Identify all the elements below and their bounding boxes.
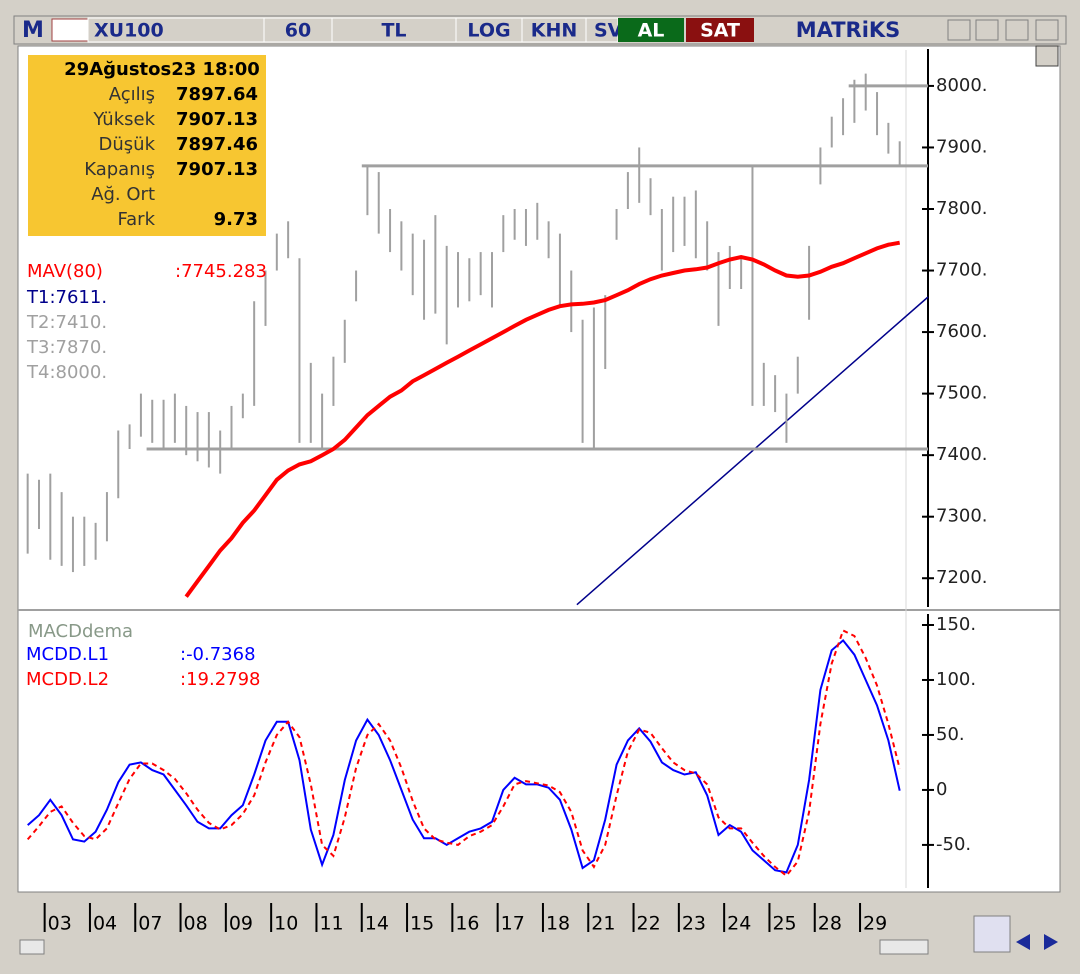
x-tick-label: 04 (93, 913, 117, 935)
x-tick-label: 22 (637, 913, 661, 935)
indicator-value: :7745.283 (175, 261, 267, 282)
refresh-button[interactable] (973, 915, 1011, 953)
sell-button[interactable] (686, 18, 754, 42)
info-label: Yüksek (92, 109, 155, 130)
y-tick-label: 100. (936, 669, 976, 690)
y-tick-label: 150. (936, 614, 976, 635)
line-legend: T2:7410. (26, 312, 107, 333)
toolbar: M XU100 60 TL LOG KHN SV AL SAT MATRiKS (13, 15, 1067, 45)
currency-field[interactable] (331, 17, 457, 43)
info-value: 9.73 (214, 209, 258, 230)
y-tick-label: 50. (936, 724, 965, 745)
khn-label: KHN (531, 20, 578, 42)
x-tick-label: 08 (184, 913, 208, 935)
macd-line (26, 629, 901, 878)
log-label: LOG (467, 20, 510, 42)
log-button[interactable] (455, 17, 523, 43)
series-name: MCDD.L2 (26, 669, 109, 690)
series-value: :-0.7368 (180, 644, 256, 665)
info-label: Fark (117, 209, 155, 230)
line-legend: T1:7611. (26, 287, 107, 308)
info-label: Açılış (109, 84, 155, 105)
brand: MATRiKS (796, 18, 901, 42)
x-tick-label: 24 (727, 913, 751, 935)
symbol: XU100 (94, 20, 164, 42)
x-tick-label: 28 (818, 913, 842, 935)
info-value: 7907.13 (176, 109, 258, 130)
x-tick-label: 09 (229, 913, 253, 935)
symbol-icon[interactable] (51, 18, 89, 42)
khn-button[interactable] (521, 17, 587, 43)
x-tick-label: 29 (863, 913, 887, 935)
line-legend: T4:8000. (26, 362, 107, 383)
line-legend: T3:7870. (26, 337, 107, 358)
x-tick-label: 07 (138, 913, 162, 935)
info-box: 29Ağustos23 18:00 (28, 55, 266, 236)
x-tick-label: 17 (501, 913, 525, 935)
y-tick-label: 7800. (936, 198, 988, 219)
info-value: 7897.46 (176, 134, 258, 155)
minimize-button[interactable] (975, 19, 999, 41)
scroll-thumb[interactable] (879, 939, 929, 955)
info-label: Ağ. Ort (91, 184, 155, 205)
info-value: 7907.13 (176, 159, 258, 180)
x-tick-label: 15 (410, 913, 434, 935)
period: 60 (285, 20, 311, 42)
y-tick-label: 8000. (936, 75, 988, 96)
info-date: 29Ağustos23 18:00 (64, 59, 260, 80)
symbol-field[interactable] (87, 17, 265, 43)
y-tick-label: 7400. (936, 444, 988, 465)
info-value: 7897.64 (176, 84, 258, 105)
x-tick-label: 16 (455, 913, 479, 935)
close-button[interactable] (1035, 19, 1059, 41)
x-tick-label: 25 (772, 913, 796, 935)
info-bg (28, 55, 266, 236)
macd-line (27, 638, 901, 874)
info-label: Düşük (99, 134, 156, 155)
info-label: Kapanış (84, 159, 155, 180)
nav-arrows[interactable] (1016, 934, 1058, 950)
y-tick-label: 7300. (936, 506, 988, 527)
x-tick-label: 18 (546, 913, 570, 935)
menu-button[interactable] (947, 19, 971, 41)
y-tick-label: -50. (936, 834, 971, 855)
currency: TL (381, 20, 406, 42)
buy-button[interactable] (618, 18, 684, 42)
logo: M (22, 18, 44, 43)
x-tick-label: 23 (682, 913, 706, 935)
indicator-name: MAV(80) (27, 261, 103, 282)
y-tick-label: 7200. (936, 567, 988, 588)
y-tick-label: 7600. (936, 321, 988, 342)
y-tick-label: 7500. (936, 383, 988, 404)
period-field[interactable] (263, 17, 333, 43)
y-tick-label: 0 (936, 779, 947, 800)
panel-title: MACDdema (28, 621, 133, 642)
x-tick-label: 11 (319, 913, 343, 935)
scroll-left[interactable] (19, 939, 45, 955)
panel-button[interactable] (1035, 45, 1059, 67)
level-line (576, 296, 929, 606)
x-tick-label: 14 (365, 913, 389, 935)
series-name: MCDD.L1 (26, 644, 109, 665)
sv-label: SV (594, 20, 623, 42)
maximize-button[interactable] (1005, 19, 1029, 41)
moving-average (184, 240, 901, 598)
x-tick-label: 03 (48, 913, 72, 935)
y-tick-label: 7700. (936, 260, 988, 281)
y-tick-label: 7900. (936, 136, 988, 157)
sell-label: SAT (700, 20, 740, 42)
series-value: :19.2798 (180, 669, 261, 690)
x-tick-label: 21 (591, 913, 615, 935)
buy-label: AL (638, 20, 665, 42)
x-tick-label: 10 (274, 913, 298, 935)
